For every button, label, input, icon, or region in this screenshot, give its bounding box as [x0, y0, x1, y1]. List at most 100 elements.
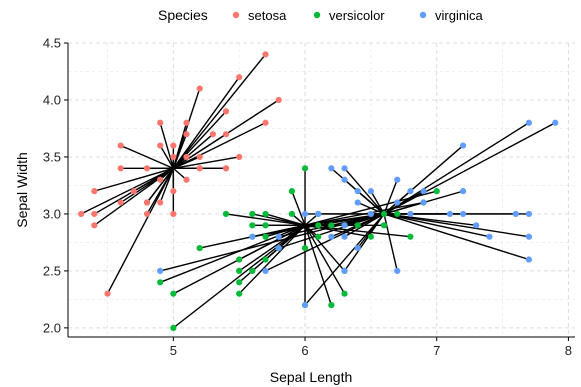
point-virginica	[552, 119, 559, 126]
point-versicolor	[328, 301, 335, 309]
point-virginica	[341, 222, 348, 229]
point-setosa	[117, 142, 124, 149]
segment-virginica	[357, 201, 385, 215]
point-virginica	[275, 245, 282, 252]
point-setosa	[183, 119, 190, 126]
point-setosa	[275, 96, 282, 104]
point-versicolor	[262, 233, 269, 240]
point-virginica	[328, 233, 335, 240]
point-setosa	[222, 165, 230, 172]
legend-label-virginica: virginica	[435, 8, 483, 23]
point-versicolor	[354, 222, 361, 229]
segment-setosa	[159, 145, 174, 169]
segment-virginica	[344, 179, 385, 215]
segment-virginica	[344, 213, 385, 238]
segment-setosa	[159, 168, 175, 203]
legend: Species setosa versicolor virginica	[158, 7, 483, 23]
segment-setosa	[172, 76, 240, 169]
point-setosa	[196, 153, 203, 161]
point-setosa	[143, 210, 151, 218]
point-virginica	[407, 210, 414, 218]
segment-setosa	[120, 144, 174, 169]
point-versicolor	[170, 290, 177, 297]
point-setosa	[117, 199, 124, 206]
point-setosa	[236, 74, 243, 81]
x-tick-label: 8	[565, 343, 572, 358]
point-virginica	[341, 165, 348, 172]
point-virginica	[249, 233, 256, 240]
segment-virginica	[383, 179, 398, 215]
segment-virginica	[383, 190, 424, 215]
point-virginica	[354, 245, 361, 252]
point-virginica	[341, 233, 348, 240]
segment-versicolor	[265, 213, 306, 226]
point-setosa	[170, 210, 177, 218]
segment-setosa	[172, 133, 227, 169]
segment-virginica	[344, 167, 385, 215]
point-virginica	[407, 188, 414, 195]
point-setosa	[170, 188, 177, 195]
point-virginica	[420, 199, 427, 206]
y-tick-label: 3.5	[43, 149, 61, 164]
point-versicolor	[380, 222, 388, 229]
point-virginica	[459, 142, 467, 149]
point-versicolor	[262, 222, 269, 229]
point-virginica	[341, 176, 348, 183]
point-virginica	[525, 256, 533, 263]
point-setosa	[117, 165, 124, 172]
point-setosa	[196, 85, 203, 92]
point-virginica	[394, 267, 401, 275]
y-tick-label: 2.0	[43, 320, 61, 335]
segment-setosa	[94, 167, 174, 192]
point-virginica	[262, 267, 269, 275]
point-virginica	[367, 188, 374, 195]
segment-virginica	[383, 201, 424, 215]
point-versicolor	[433, 188, 440, 195]
point-versicolor	[301, 165, 309, 172]
segment-versicolor	[225, 213, 306, 227]
point-setosa	[157, 199, 164, 206]
x-tick-label: 7	[433, 343, 440, 358]
point-virginica	[459, 210, 467, 218]
point-setosa	[183, 153, 190, 161]
point-virginica	[459, 188, 467, 195]
segment-versicolor	[238, 224, 306, 295]
point-versicolor	[367, 233, 374, 240]
y-tick-label: 4.0	[43, 92, 61, 107]
point-versicolor	[249, 267, 256, 275]
point-versicolor	[249, 210, 256, 218]
point-versicolor	[341, 290, 348, 297]
legend-label-versicolor: versicolor	[329, 8, 385, 23]
point-versicolor	[328, 222, 335, 229]
y-tick-label: 3.0	[43, 206, 61, 221]
point-virginica	[341, 267, 348, 275]
segment-setosa	[80, 167, 174, 215]
point-virginica	[328, 165, 335, 172]
axes	[64, 42, 575, 341]
point-setosa	[262, 119, 269, 126]
legend-label-setosa: setosa	[248, 8, 287, 23]
point-virginica	[367, 210, 374, 218]
point-versicolor	[262, 210, 269, 218]
x-tick-label: 5	[170, 343, 177, 358]
legend-marker-versicolor	[313, 11, 321, 19]
point-virginica	[486, 233, 493, 240]
segment-setosa	[159, 122, 175, 169]
x-axis-title: Sepal Length	[270, 369, 353, 385]
point-versicolor	[236, 279, 243, 286]
point-versicolor	[157, 279, 164, 286]
point-setosa	[104, 290, 111, 297]
segment-virginica	[370, 190, 385, 215]
segment-virginica	[383, 213, 490, 238]
legend-marker-virginica	[419, 11, 427, 19]
point-versicolor	[288, 210, 295, 218]
segment-setosa	[172, 110, 227, 169]
point-virginica	[473, 222, 480, 229]
data-points	[78, 51, 559, 331]
point-setosa	[157, 176, 164, 183]
point-setosa	[183, 131, 190, 138]
point-setosa	[91, 210, 98, 218]
point-setosa	[183, 176, 190, 183]
point-virginica	[394, 199, 401, 206]
